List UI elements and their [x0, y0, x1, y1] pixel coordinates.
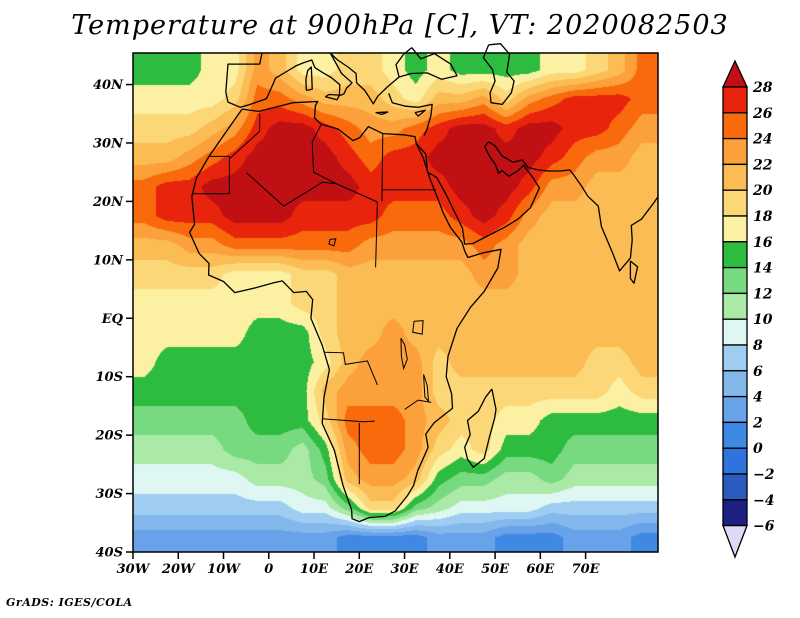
colorbar-band — [722, 137, 748, 166]
colorbar-label: 22 — [752, 157, 773, 173]
lon-tick-label: 40E — [436, 562, 465, 577]
colorbar-label: 20 — [752, 183, 773, 199]
lon-tick-label: 30E — [391, 562, 420, 577]
colorbar-over-triangle — [721, 59, 749, 88]
colorbar-label: 8 — [753, 338, 763, 354]
colorbar-band — [722, 215, 748, 243]
colorbar-band — [722, 447, 748, 475]
colorbar-label: −2 — [753, 467, 775, 483]
colorbar-label: 14 — [753, 261, 772, 277]
colorbar-band — [722, 344, 748, 372]
colorbar-label: 24 — [752, 132, 772, 148]
colorbar-label: 10 — [753, 312, 773, 328]
colorbar-label: 28 — [752, 80, 773, 96]
lon-tick-label: 20W — [161, 562, 196, 577]
lon-tick-label: 10W — [207, 562, 241, 577]
colorbar-label: 2 — [752, 415, 763, 431]
colorbar-label: 4 — [753, 390, 763, 406]
lat-tick-label: EQ — [101, 312, 124, 327]
lon-tick-label: 20E — [344, 562, 374, 577]
lat-tick-label: 10N — [93, 253, 124, 268]
colorbar-band — [722, 473, 748, 501]
lon-tick-label: 60E — [526, 562, 555, 577]
colorbar-band — [722, 421, 748, 449]
colorbar-band — [722, 292, 748, 320]
colorbar-label: −4 — [753, 493, 774, 509]
lat-tick-label: 20S — [95, 429, 123, 444]
lon-tick-label: 30W — [117, 562, 151, 577]
colorbar-label: 16 — [753, 235, 773, 251]
colorbar-band — [722, 266, 748, 295]
lat-tick-label: 20N — [92, 195, 124, 210]
colorbar-label: −6 — [753, 519, 775, 535]
lon-tick-label: 50E — [481, 562, 510, 577]
colorbar-band — [722, 370, 748, 398]
colorbar-band — [722, 241, 748, 269]
lon-tick-label: 10E — [300, 562, 329, 577]
credit-text: GrADS: IGES/COLA — [6, 596, 133, 609]
colorbar-band — [722, 189, 748, 217]
lat-tick-label: 30N — [93, 136, 124, 151]
colorbar-label: 0 — [753, 441, 763, 457]
colorbar-label: 6 — [753, 364, 763, 380]
colorbar-under-triangle — [722, 524, 748, 559]
temperature-field-canvas — [133, 53, 658, 552]
colorbar-band — [722, 395, 748, 424]
lat-tick-label: 10S — [96, 370, 123, 385]
page-title: Temperature at 900hPa [C], VT: 202008250… — [71, 10, 729, 41]
lat-tick-label: 40S — [96, 546, 123, 561]
lat-tick-label: 30S — [96, 487, 123, 502]
colorbar-band — [722, 318, 748, 346]
colorbar-band — [722, 163, 748, 191]
colorbar-label: 18 — [753, 209, 773, 225]
lon-tick-label: 70E — [572, 562, 601, 577]
lat-tick-label: 40N — [93, 78, 124, 93]
colorbar-label: 12 — [753, 286, 773, 302]
colorbar-band — [722, 86, 748, 114]
colorbar-band — [722, 499, 748, 527]
colorbar-band — [722, 112, 748, 140]
colorbar-label: 26 — [752, 106, 773, 122]
lon-tick-label: 0 — [264, 562, 273, 577]
